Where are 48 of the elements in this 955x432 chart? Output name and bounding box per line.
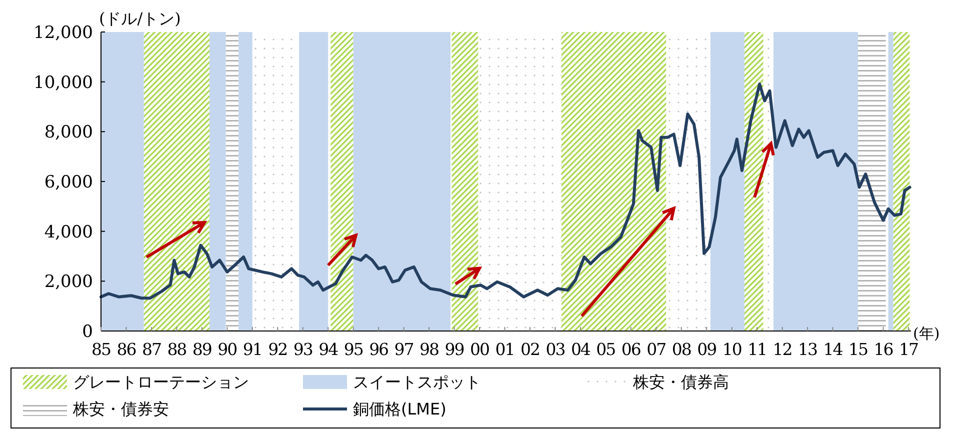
x-tick-label: 87 bbox=[142, 340, 162, 359]
x-tick-label: 17 bbox=[898, 340, 918, 359]
x-tick-label: 12 bbox=[772, 340, 792, 359]
x-tick-label: 88 bbox=[167, 340, 187, 359]
y-tick-label: 2,000 bbox=[44, 272, 93, 292]
x-tick-label: 89 bbox=[192, 340, 212, 359]
x-tick-label: 10 bbox=[722, 340, 742, 359]
y-axis-title: (ドル/トン) bbox=[99, 9, 181, 28]
y-tick-label: 0 bbox=[82, 322, 93, 342]
x-tick-label: 14 bbox=[823, 340, 843, 359]
x-axis-title: (年) bbox=[913, 324, 940, 342]
x-tick-label: 92 bbox=[268, 340, 288, 359]
x-tick-label: 11 bbox=[748, 340, 767, 359]
x-tick-label: 05 bbox=[596, 340, 616, 359]
x-tick-label: 04 bbox=[570, 340, 590, 359]
legend-label: グレートローテーション bbox=[73, 372, 249, 392]
x-tick-label: 16 bbox=[874, 340, 894, 359]
x-tick-label: 15 bbox=[848, 340, 868, 359]
legend-label: 株安・債券高 bbox=[632, 372, 729, 392]
y-tick-label: 4,000 bbox=[44, 222, 93, 242]
x-tick-label: 06 bbox=[621, 340, 641, 359]
x-tick-label: 95 bbox=[344, 340, 364, 359]
x-tick-label: 02 bbox=[520, 340, 540, 359]
x-tick-label: 08 bbox=[672, 340, 692, 359]
y-tick-label: 10,000 bbox=[34, 72, 93, 93]
x-tick-label: 98 bbox=[420, 340, 440, 359]
x-tick-label: 96 bbox=[369, 340, 389, 359]
legend-label: 銅価格(LME) bbox=[353, 400, 446, 419]
x-tick-label: 93 bbox=[293, 340, 313, 359]
legend-label: 株安・債券安 bbox=[72, 400, 169, 419]
x-tick-label: 97 bbox=[394, 340, 414, 359]
x-tick-label: 13 bbox=[798, 340, 818, 359]
y-tick-label: 6,000 bbox=[44, 172, 93, 192]
x-tick-label: 85 bbox=[92, 340, 111, 359]
y-tick-label: 12,000 bbox=[34, 22, 93, 43]
x-tick-label: 00 bbox=[470, 340, 490, 359]
line-series bbox=[100, 82, 912, 300]
x-tick-label: 94 bbox=[318, 340, 338, 359]
x-tick-label: 99 bbox=[444, 340, 464, 359]
x-tick-label: 86 bbox=[116, 340, 136, 359]
x-tick-label: 09 bbox=[697, 340, 717, 359]
legend-label: スイートスポット bbox=[353, 372, 481, 392]
x-tick-label: 90 bbox=[218, 340, 238, 359]
x-tick-label: 07 bbox=[646, 340, 666, 359]
x-tick-label: 91 bbox=[242, 340, 262, 359]
x-tick-label: 03 bbox=[546, 340, 566, 359]
y-tick-label: 8,000 bbox=[44, 122, 93, 143]
x-tick-label: 01 bbox=[495, 340, 514, 359]
